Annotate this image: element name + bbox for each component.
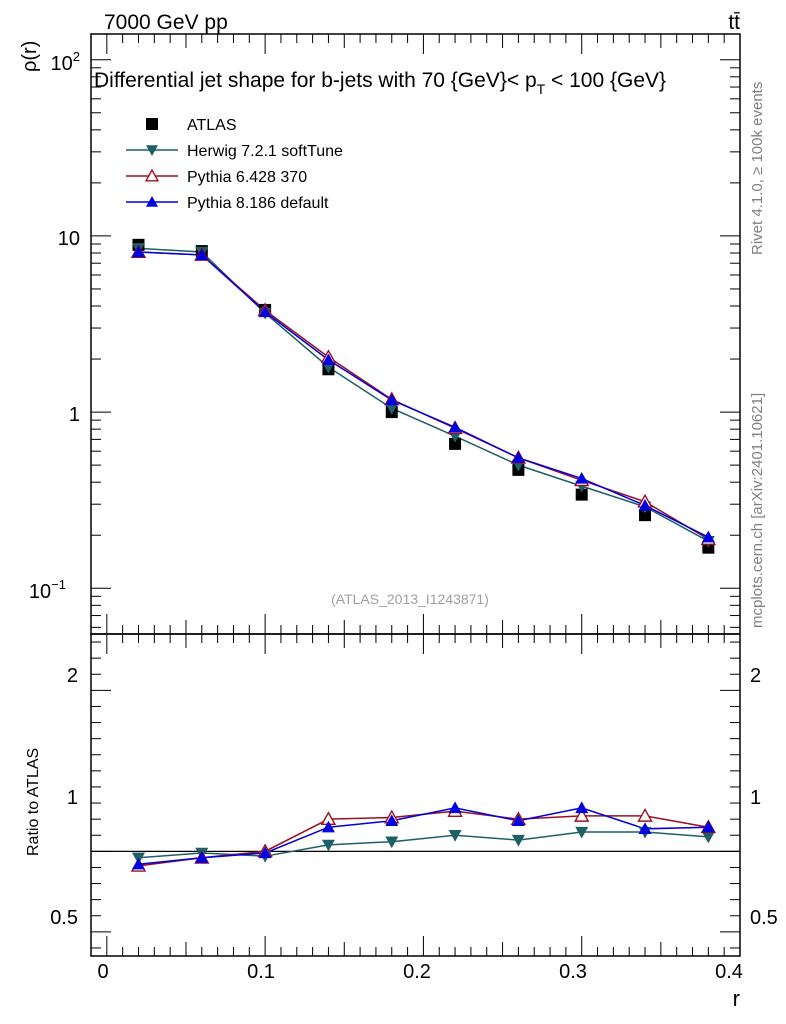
legend-marker-atlas (146, 118, 158, 130)
ratio-point-herwig-7-2-1-softtune (575, 826, 589, 839)
legend-label-herwig-7-2-1-softtune: Herwig 7.2.1 softTune (187, 143, 343, 160)
chart-title: Differential jet shape for b-jets with 7… (94, 69, 666, 97)
main-point-pythia-8-186-default (385, 393, 399, 406)
ratio-y-tick-right-1: 1 (750, 787, 761, 809)
ratio-point-pythia-8-186-default (701, 820, 715, 833)
legend-label-pythia-6-428-370: Pythia 6.428 370 (187, 169, 307, 186)
main-point-pythia-8-186-default (321, 353, 335, 366)
ratio-point-herwig-7-2-1-softtune (511, 834, 525, 847)
ratio-point-pythia-8-186-default (195, 851, 209, 863)
ratio-point-pythia-8-186-default (131, 857, 145, 870)
ratio-point-pythia-8-186-default (575, 801, 589, 814)
ratio-point-herwig-7-2-1-softtune (321, 839, 335, 852)
ratio-point-herwig-7-2-1-softtune (701, 831, 715, 844)
main-point-pythia-8-186-default (638, 498, 652, 511)
analysis-watermark: (ATLAS_2013_I1243871) (331, 591, 489, 607)
x-axis-title: r (733, 986, 740, 1011)
main-point-pythia-8-186-default (258, 305, 272, 318)
ratio-point-pythia-8-186-default (385, 814, 399, 826)
legend: ATLAS Herwig 7.2.1 softTune Pythia 6.428 3… (126, 117, 343, 212)
main-series-layer (130, 238, 717, 554)
main-point-pythia-8-186-default (511, 451, 525, 464)
main-y-axis-title: ρ(r) (19, 41, 41, 72)
ratio-line-pythia-8-186-default (138, 807, 709, 865)
main-point-herwig-7-2-1-softtune (385, 403, 399, 415)
ratio-panel (90, 633, 741, 957)
ratio-y-tick-left-0.5: 0.5 (50, 907, 78, 929)
legend-label-pythia-8-186-default: Pythia 8.186 default (187, 195, 329, 212)
energy-label: 7000 GeV pp (104, 11, 228, 34)
ratio-point-pythia-8-186-default (258, 846, 272, 859)
x-tick-label-0: 0 (97, 961, 108, 983)
main-point-pythia-8-186-default (131, 245, 145, 258)
y-tick-label-10: 10 (58, 228, 80, 250)
main-point-atlas (449, 437, 462, 450)
x-tick-label-0.4: 0.4 (715, 961, 743, 983)
main-point-pythia-8-186-default (448, 420, 462, 433)
ratio-series-layer (130, 801, 717, 872)
ratio-y-tick-right-2: 2 (750, 665, 761, 687)
ratio-y-axis-title: Ratio to ATLAS (25, 748, 42, 856)
main-line-pythia-8-186-default (138, 251, 709, 538)
ratio-point-pythia-8-186-default (448, 801, 462, 814)
ratio-y-tick-right-0.5: 0.5 (750, 907, 778, 929)
main-point-pythia-8-186-default (195, 248, 209, 261)
x-tick-label-0.2: 0.2 (403, 961, 431, 983)
ratio-point-pythia-8-186-default (638, 822, 652, 835)
rivet-version-text: Rivet 4.1.0, ≥ 100k events (749, 82, 766, 255)
mcplots-text: mcplots.cern.ch [arXiv:2401.10621] (749, 393, 766, 628)
ratio-y-tick-left-1: 1 (67, 787, 78, 809)
ratio-point-pythia-8-186-default (321, 820, 335, 833)
legend-marker-herwig-7-2-1-softtune (146, 145, 158, 156)
x-tick-label-0.3: 0.3 (559, 961, 587, 983)
main-point-atlas (575, 488, 588, 501)
legend-label-atlas: ATLAS (187, 117, 237, 134)
ratio-point-pythia-8-186-default (511, 814, 525, 826)
ratio-point-herwig-7-2-1-softtune (448, 830, 462, 842)
ratio-frame (90, 633, 741, 957)
y-tick-label-0.1: 10−1 (29, 577, 66, 603)
main-point-pythia-8-186-default (701, 530, 715, 543)
ratio-point-pythia-6-428-370 (574, 807, 590, 822)
ratio-y-tick-left-2: 2 (67, 665, 78, 687)
y-tick-label-1: 1 (69, 404, 80, 426)
legend-marker-pythia-8-186-default (146, 196, 158, 207)
main-line-herwig-7-2-1-softtune (138, 247, 709, 542)
main-point-pythia-8-186-default (575, 471, 589, 484)
ratio-point-herwig-7-2-1-softtune (385, 836, 399, 849)
process-label: tt̄ (728, 11, 740, 34)
legend-marker-pythia-6-428-370 (144, 168, 160, 182)
ratio-line-herwig-7-2-1-softtune (138, 831, 709, 859)
main-point-atlas (639, 509, 652, 522)
ratio-point-pythia-6-428-370 (637, 807, 653, 822)
x-tick-label-0.1: 0.1 (247, 961, 275, 983)
y-tick-label-100: 102 (51, 49, 80, 75)
